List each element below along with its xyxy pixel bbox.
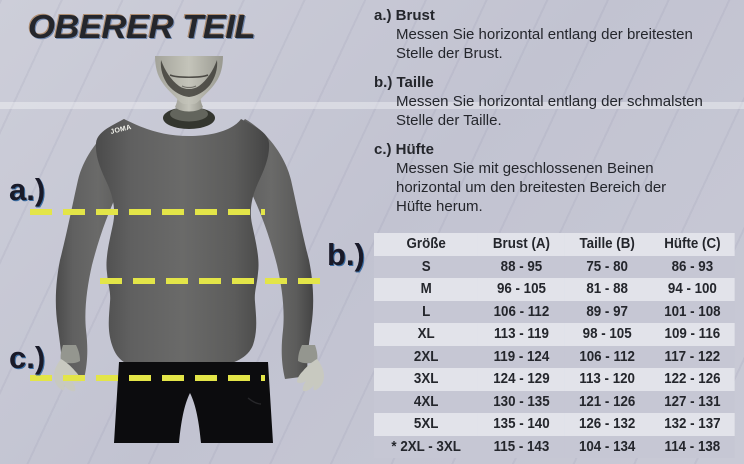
- svg-text:a.): a.): [9, 172, 45, 207]
- svg-text:b.): b.): [327, 237, 365, 272]
- svg-text:c.): c.): [9, 340, 45, 375]
